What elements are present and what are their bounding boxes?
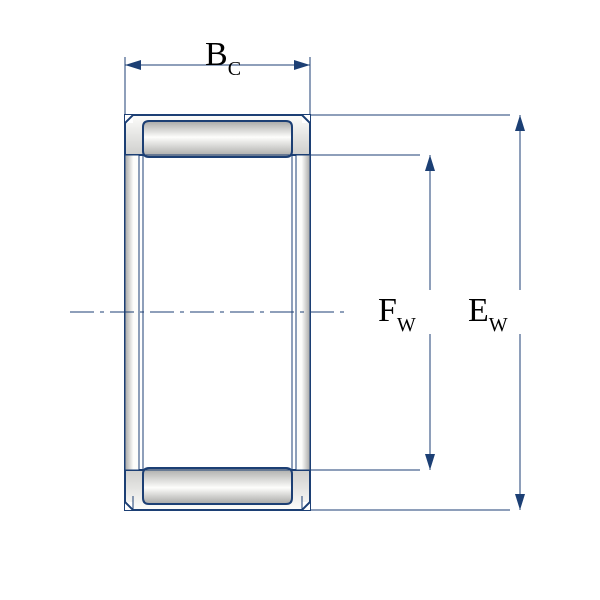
dim-ew-sub: W xyxy=(489,314,508,336)
dim-bc-main: B xyxy=(205,36,228,73)
dim-label-bc: BC xyxy=(205,36,241,75)
dim-fw-sub: W xyxy=(397,314,416,336)
drawing-canvas xyxy=(0,0,600,600)
dim-ew-main: E xyxy=(468,292,489,329)
dim-fw-main: F xyxy=(378,292,397,329)
dim-bc-sub: C xyxy=(228,58,241,80)
dim-label-ew: EW xyxy=(468,292,508,331)
dim-label-fw: FW xyxy=(378,292,416,331)
